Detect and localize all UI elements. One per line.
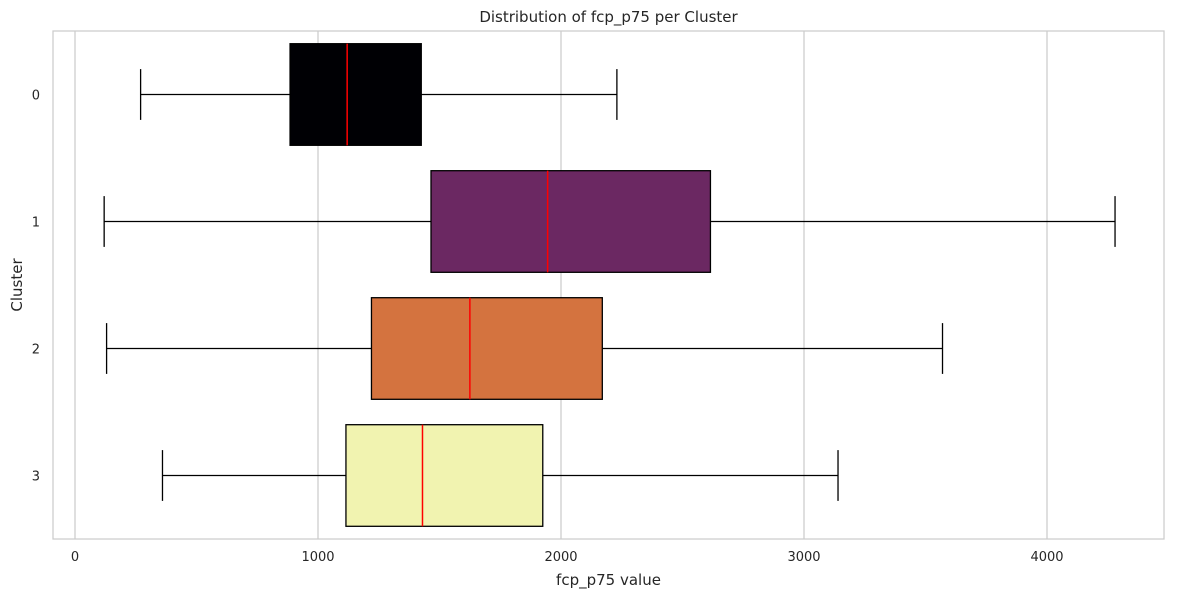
x-axis-label: fcp_p75 value bbox=[556, 571, 661, 590]
y-tick-label: 3 bbox=[32, 470, 40, 485]
chart-title: Distribution of fcp_p75 per Cluster bbox=[479, 8, 738, 27]
y-tick-label: 0 bbox=[32, 89, 40, 104]
iqr-box bbox=[430, 170, 712, 273]
box-cluster-1 bbox=[103, 170, 1116, 273]
x-tick-label: 2000 bbox=[544, 550, 577, 565]
x-tick-label: 3000 bbox=[787, 550, 820, 565]
box-plots bbox=[103, 43, 1116, 527]
box-cluster-0 bbox=[139, 43, 618, 146]
x-tick-label: 1000 bbox=[301, 550, 334, 565]
y-tick-label: 1 bbox=[32, 216, 40, 231]
iqr-box bbox=[345, 424, 544, 527]
plot-area-frame bbox=[52, 30, 1165, 540]
y-axis-label: Cluster bbox=[8, 258, 26, 312]
y-tick-label: 2 bbox=[32, 343, 40, 358]
grid-lines bbox=[74, 31, 1048, 539]
x-tick-label: 4000 bbox=[1030, 550, 1063, 565]
box-cluster-3 bbox=[161, 424, 839, 527]
box-cluster-2 bbox=[105, 297, 944, 400]
x-tick-label: 0 bbox=[71, 550, 79, 565]
iqr-box bbox=[289, 43, 422, 146]
iqr-box bbox=[370, 297, 603, 400]
tick-labels: 0 1000 2000 3000 4000 0 1 2 3 bbox=[32, 89, 1064, 566]
